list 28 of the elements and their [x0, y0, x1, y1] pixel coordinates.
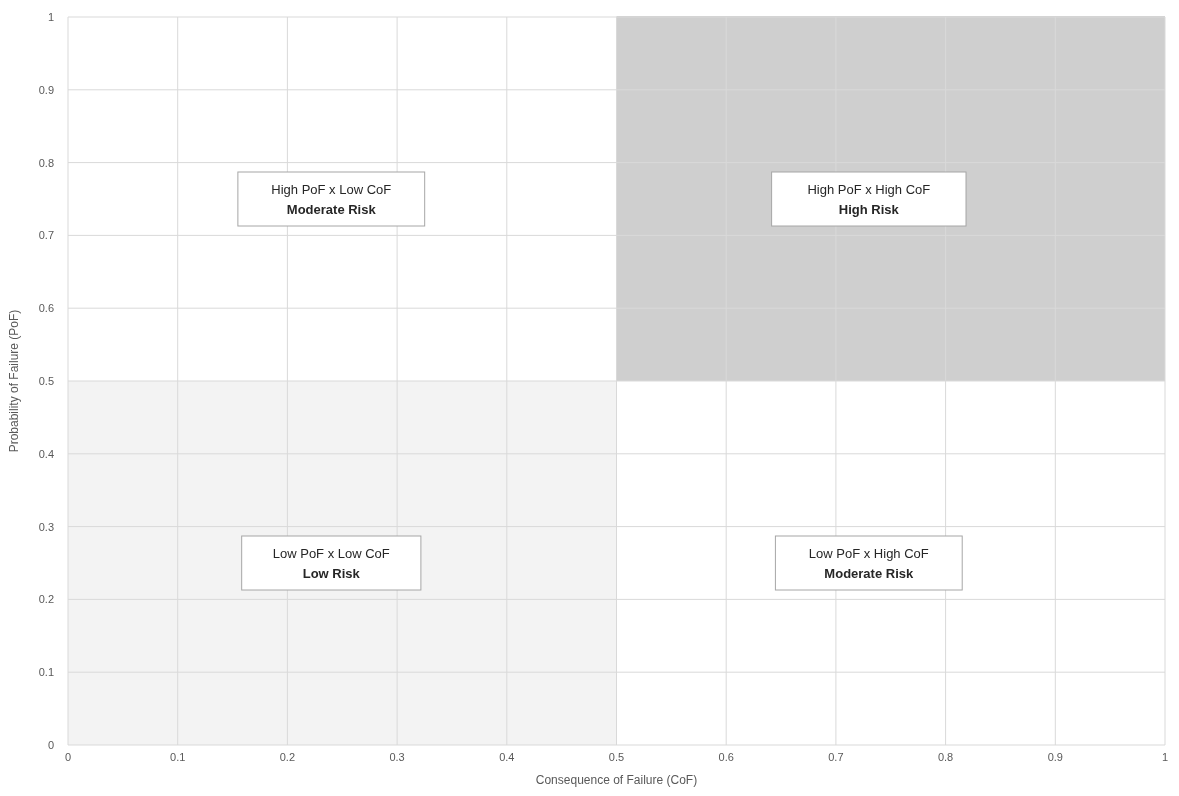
y-tick-label: 0 — [47, 739, 54, 751]
y-tick-label: 0.1 — [38, 666, 54, 679]
y-axis-title: Probability of Failure (PoF) — [7, 309, 21, 453]
y-tick-label: 0.9 — [38, 83, 54, 96]
x-tick-label: 0.9 — [1047, 751, 1063, 763]
x-tick-label: 0.1 — [170, 751, 186, 763]
y-tick-label: 0.4 — [38, 447, 54, 460]
annotation: High PoF x High CoF High Risk — [807, 182, 931, 217]
x-axis-title: Consequence of Failure (CoF) — [535, 773, 698, 787]
y-tick-label: 0.6 — [38, 302, 54, 315]
y-tick-label: 1 — [47, 11, 54, 23]
x-tick-label: 0.2 — [279, 751, 296, 763]
y-tick-label: 0.2 — [38, 593, 54, 606]
y-tick-label: 0.8 — [38, 156, 54, 169]
annotation: Low PoF x High CoF Moderate Risk — [808, 546, 929, 581]
x-tick-label: 1 — [1161, 751, 1169, 763]
annotation: High PoF x Low CoF Moderate Risk — [271, 182, 392, 217]
x-tick-label: 0.8 — [937, 751, 954, 763]
y-tick-label: 0.3 — [38, 520, 54, 533]
y-tick-label: 0.5 — [38, 375, 54, 387]
y-tick-label: 0.7 — [38, 229, 54, 242]
x-tick-label: 0.6 — [718, 751, 734, 763]
annotation: Low PoF x Low CoF Low Risk — [272, 546, 390, 581]
x-tick-label: 0 — [64, 751, 72, 763]
x-tick-label: 0.7 — [828, 751, 844, 763]
x-tick-label: 0.5 — [608, 751, 625, 763]
x-tick-label: 0.4 — [499, 751, 515, 763]
x-tick-label: 0.3 — [389, 751, 405, 763]
